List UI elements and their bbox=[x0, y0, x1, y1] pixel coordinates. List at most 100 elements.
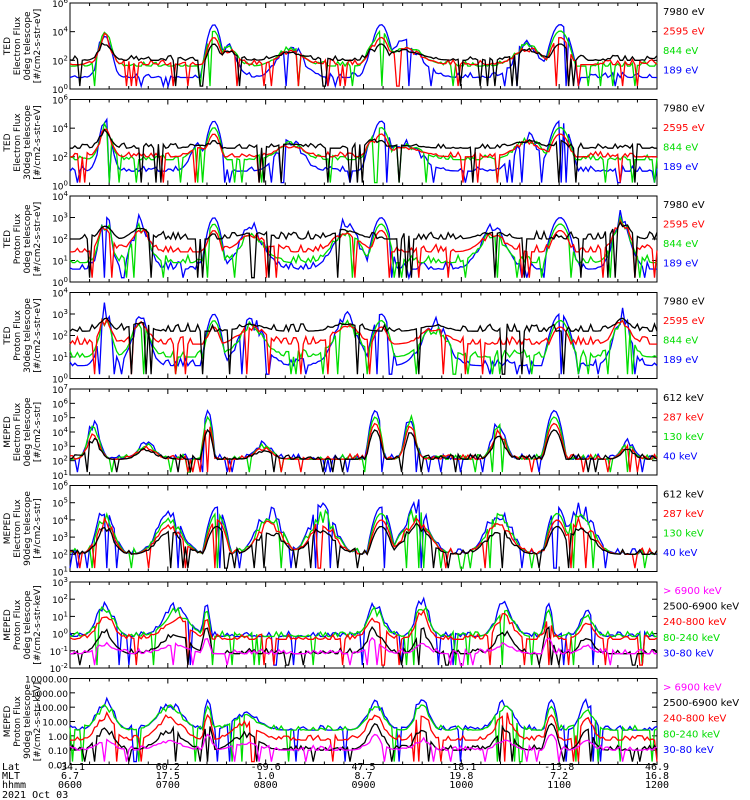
y-axis-label: MEPEDElectron Flux0deg telescope[#/cm2-s… bbox=[3, 397, 43, 467]
legend-entry: 844 eV bbox=[663, 239, 698, 250]
legend-entry: 189 eV bbox=[663, 66, 698, 77]
legend-entry: 7980 eV bbox=[663, 7, 705, 18]
y-tick-label: 1000.00 bbox=[31, 690, 68, 700]
legend-entry: 240-800 keV bbox=[663, 617, 727, 628]
x-label-hhmm: 1100 bbox=[547, 780, 571, 791]
legend-entry: 80-240 keV bbox=[663, 729, 720, 740]
legend-entry: 2595 eV bbox=[663, 316, 705, 327]
x-label-mlt: 16.8 bbox=[645, 771, 669, 782]
legend-entry: > 6900 keV bbox=[663, 683, 722, 694]
row-label-mlt: MLT bbox=[2, 771, 20, 782]
series-line-green bbox=[69, 317, 658, 375]
legend-entry: 844 eV bbox=[663, 143, 698, 154]
x-label-mlt: 17.5 bbox=[156, 771, 180, 782]
series-line-blue bbox=[69, 302, 658, 375]
series-line-green bbox=[69, 605, 657, 666]
y-tick-label: 10000.00 bbox=[25, 676, 68, 686]
x-label-lat: -18.1 bbox=[446, 762, 476, 773]
legend-entry: 130 keV bbox=[663, 529, 704, 540]
x-label-hhmm: 0600 bbox=[58, 780, 82, 791]
panel-frame bbox=[69, 292, 658, 379]
y-tick-label: 106 bbox=[52, 0, 68, 10]
y-tick-label: 106 bbox=[52, 397, 68, 410]
series-line-blue bbox=[69, 696, 658, 763]
legend-entry: 30-80 keV bbox=[663, 745, 714, 756]
y-tick-label: 10.00 bbox=[42, 719, 68, 729]
series-line-red bbox=[69, 317, 657, 375]
y-tick-label: 10-2 bbox=[50, 662, 68, 675]
series-line-black bbox=[70, 625, 658, 666]
date-label: 2021 Oct 03 bbox=[2, 790, 68, 800]
legend-entry: 130 keV bbox=[663, 432, 704, 443]
x-label-lat: 47.5 bbox=[351, 762, 375, 773]
y-tick-label: 101 bbox=[52, 351, 68, 364]
y-tick-label: 1.00 bbox=[48, 733, 68, 743]
series-line-magenta bbox=[70, 636, 657, 666]
series-line-red bbox=[70, 219, 658, 278]
legend-entry: 2595 eV bbox=[663, 220, 705, 231]
series-line-green bbox=[69, 214, 657, 278]
row-label-hhmm: hhmm bbox=[2, 780, 26, 791]
series-line-red bbox=[70, 711, 658, 763]
series-line-black bbox=[69, 722, 658, 762]
y-tick-label: 102 bbox=[52, 548, 68, 561]
x-label-lat: -34.1 bbox=[55, 762, 85, 773]
y-tick-label: 102 bbox=[52, 151, 68, 164]
legend-entry: 7980 eV bbox=[663, 297, 705, 308]
legend-entry: 612 keV bbox=[663, 393, 704, 404]
x-label-mlt: 8.7 bbox=[354, 771, 372, 782]
y-tick-label: 100.00 bbox=[37, 704, 69, 714]
x-label-lat: 60.2 bbox=[156, 762, 180, 773]
row-label-lat: Lat bbox=[2, 762, 20, 773]
legend-entry: 844 eV bbox=[663, 46, 698, 57]
x-label-mlt: 19.8 bbox=[449, 771, 473, 782]
y-tick-label: 104 bbox=[52, 514, 68, 527]
y-tick-label: 105 bbox=[52, 412, 68, 425]
x-label-lat: -13.8 bbox=[544, 762, 574, 773]
legend-entry: 240-800 keV bbox=[663, 714, 727, 725]
legend-entry: 40 keV bbox=[663, 548, 697, 559]
y-tick-label: 103 bbox=[52, 440, 68, 453]
x-label-lat: 46.9 bbox=[645, 762, 669, 773]
x-label-mlt: 6.7 bbox=[61, 771, 79, 782]
y-tick-label: 104 bbox=[52, 26, 68, 39]
legend-entry: 40 keV bbox=[663, 452, 697, 463]
y-tick-label: 104 bbox=[52, 426, 68, 439]
y-tick-label: 105 bbox=[52, 497, 68, 510]
series-line-red bbox=[69, 609, 658, 666]
y-tick-label: 102 bbox=[52, 54, 68, 67]
panels: 100 102 104 106 TEDElectron Flux0deg telesco… bbox=[3, 0, 739, 772]
legend-entry: 189 eV bbox=[663, 162, 698, 173]
series-line-red bbox=[70, 128, 657, 183]
y-axis-label: MEPEDProton Flux90deg telescope[#/cm2-s-… bbox=[3, 682, 43, 761]
series-line-black bbox=[69, 522, 658, 569]
legend-entry: 287 keV bbox=[663, 509, 704, 520]
legend-entry: 7980 eV bbox=[663, 200, 705, 211]
series-line-green bbox=[69, 703, 658, 763]
x-label-mlt: 7.2 bbox=[550, 771, 568, 782]
y-tick-label: 102 bbox=[52, 233, 68, 246]
series-line-black bbox=[70, 221, 658, 279]
y-axis-label: TEDProton Flux30deg telescope[#/cm2-s-st… bbox=[3, 298, 43, 373]
series-line-magenta bbox=[69, 733, 658, 762]
y-tick-label: 10-1 bbox=[50, 645, 68, 658]
legend-entry: 80-240 keV bbox=[663, 633, 720, 644]
series-line-black bbox=[69, 42, 658, 87]
y-tick-label: 101 bbox=[52, 610, 68, 623]
y-axis-label: TEDElectron Flux30deg telescope[#/cm2-s-… bbox=[3, 105, 43, 180]
y-tick-label: 101 bbox=[52, 255, 68, 268]
y-tick-label: 102 bbox=[52, 593, 68, 606]
y-tick-label: 0.10 bbox=[48, 747, 68, 757]
y-axis-label: MEPEDElectron Flux90deg telescope[#/cm2-… bbox=[3, 491, 43, 566]
legend-entry: 287 keV bbox=[663, 413, 704, 424]
x-label-hhmm: 1000 bbox=[449, 780, 473, 791]
y-tick-label: 103 bbox=[52, 212, 68, 225]
y-tick-label: 102 bbox=[52, 455, 68, 468]
